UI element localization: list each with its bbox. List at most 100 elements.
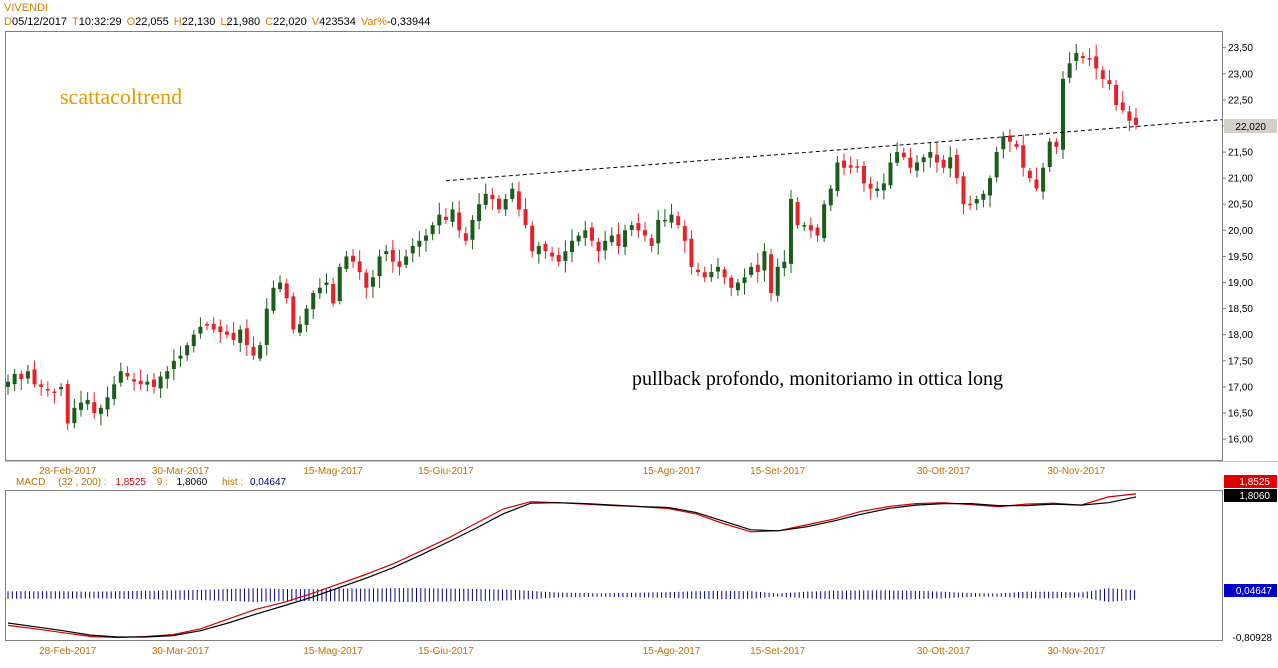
candle-body: [934, 154, 939, 163]
candle: [921, 154, 926, 173]
price-panel-frame: [5, 31, 1223, 461]
candle-body: [642, 230, 647, 236]
candle: [1120, 90, 1125, 113]
candle-body: [424, 235, 429, 241]
candle-body: [596, 241, 601, 252]
candle-body: [696, 269, 701, 273]
candle: [205, 321, 210, 331]
candle: [231, 321, 236, 346]
candle: [908, 148, 913, 174]
candle-body: [264, 308, 269, 345]
price-tick-label: 22,50: [1228, 95, 1253, 106]
candle-body: [59, 386, 64, 390]
candle: [895, 142, 900, 167]
candle-body: [842, 160, 847, 168]
candle-body: [623, 230, 628, 248]
candle: [384, 244, 389, 262]
price-tick-label: 18,00: [1228, 330, 1253, 341]
candle-body: [364, 272, 369, 288]
date-axis-top: 28-Feb-2017 30-Mar-2017 15-Mag-2017 15-Giu-…: [39, 466, 1106, 477]
candle-body: [1021, 145, 1026, 168]
candle: [775, 258, 780, 302]
candle-body: [397, 261, 402, 267]
macd-histogram: [7, 588, 1136, 602]
candle: [1061, 71, 1066, 160]
candle: [1080, 52, 1085, 64]
candle-body: [218, 326, 223, 333]
price-tick-label: 17,50: [1228, 356, 1253, 367]
last-price-marker: 22,020: [1224, 119, 1277, 133]
candle: [715, 258, 720, 279]
candle-body: [32, 369, 37, 385]
candle-body: [85, 399, 90, 405]
candle-body: [118, 371, 123, 383]
candle-body: [198, 326, 203, 334]
candle: [769, 248, 774, 302]
info-value: 22,130: [181, 16, 216, 28]
candle: [888, 153, 893, 189]
candle: [271, 280, 276, 314]
price-tick-label: 23,50: [1228, 43, 1253, 54]
candle: [98, 404, 103, 426]
candle-body: [132, 379, 137, 382]
candle: [39, 379, 44, 396]
candle-body: [855, 166, 860, 168]
candle: [556, 247, 561, 267]
candle-body: [536, 246, 541, 255]
candle: [45, 381, 50, 397]
date-tick-label: 15-Ago-2017: [643, 466, 701, 477]
candle-body: [211, 323, 216, 330]
candle-body: [629, 225, 634, 230]
candle: [696, 262, 701, 277]
date-tick-label: 15-Giu-2017: [418, 646, 474, 657]
candle-body: [357, 261, 362, 273]
candle-body: [921, 157, 926, 163]
candle: [151, 372, 156, 394]
candle-body: [788, 199, 793, 264]
candle: [928, 142, 933, 168]
candle: [198, 317, 203, 339]
candle-body: [297, 324, 302, 333]
candle-body: [662, 219, 667, 222]
candle: [224, 324, 229, 339]
candle-body: [1014, 144, 1019, 147]
candle-body: [795, 202, 800, 226]
candle: [324, 273, 329, 294]
candle: [477, 193, 482, 230]
candle-body: [941, 159, 946, 168]
candle: [132, 372, 137, 391]
candle: [443, 207, 448, 225]
candle-body: [78, 402, 83, 410]
macd-params: (32 , 200) :: [58, 477, 107, 488]
candle: [642, 221, 647, 242]
candle-body: [609, 235, 614, 243]
candle-body: [231, 332, 236, 340]
macd-line: [7, 493, 1137, 639]
candle: [185, 342, 190, 361]
candle: [424, 228, 429, 252]
candle: [112, 376, 117, 406]
candle: [530, 221, 535, 258]
last-price-box: [1224, 119, 1277, 133]
candle-body: [205, 324, 210, 326]
candle: [377, 249, 382, 288]
candle-body: [1127, 111, 1132, 121]
candle-body: [1007, 135, 1012, 142]
candle: [145, 374, 150, 392]
ohlc-info-bar: D05/12/2017 T10:32:29 O22,055 H22,130 L21,98…: [4, 16, 435, 28]
candle-body: [477, 204, 482, 222]
candle-body: [165, 371, 170, 379]
candle-body: [1074, 52, 1079, 61]
candle-body: [311, 292, 316, 310]
candle: [138, 369, 143, 390]
candle: [251, 336, 256, 360]
signal-value-box: 1,8060: [1224, 489, 1277, 502]
candle-body: [802, 225, 807, 227]
info-value: 22,055: [135, 16, 169, 28]
candle: [450, 201, 455, 228]
candle-body: [835, 162, 840, 192]
candle: [649, 234, 654, 253]
candle-body: [45, 389, 50, 391]
candle-body: [516, 191, 521, 210]
